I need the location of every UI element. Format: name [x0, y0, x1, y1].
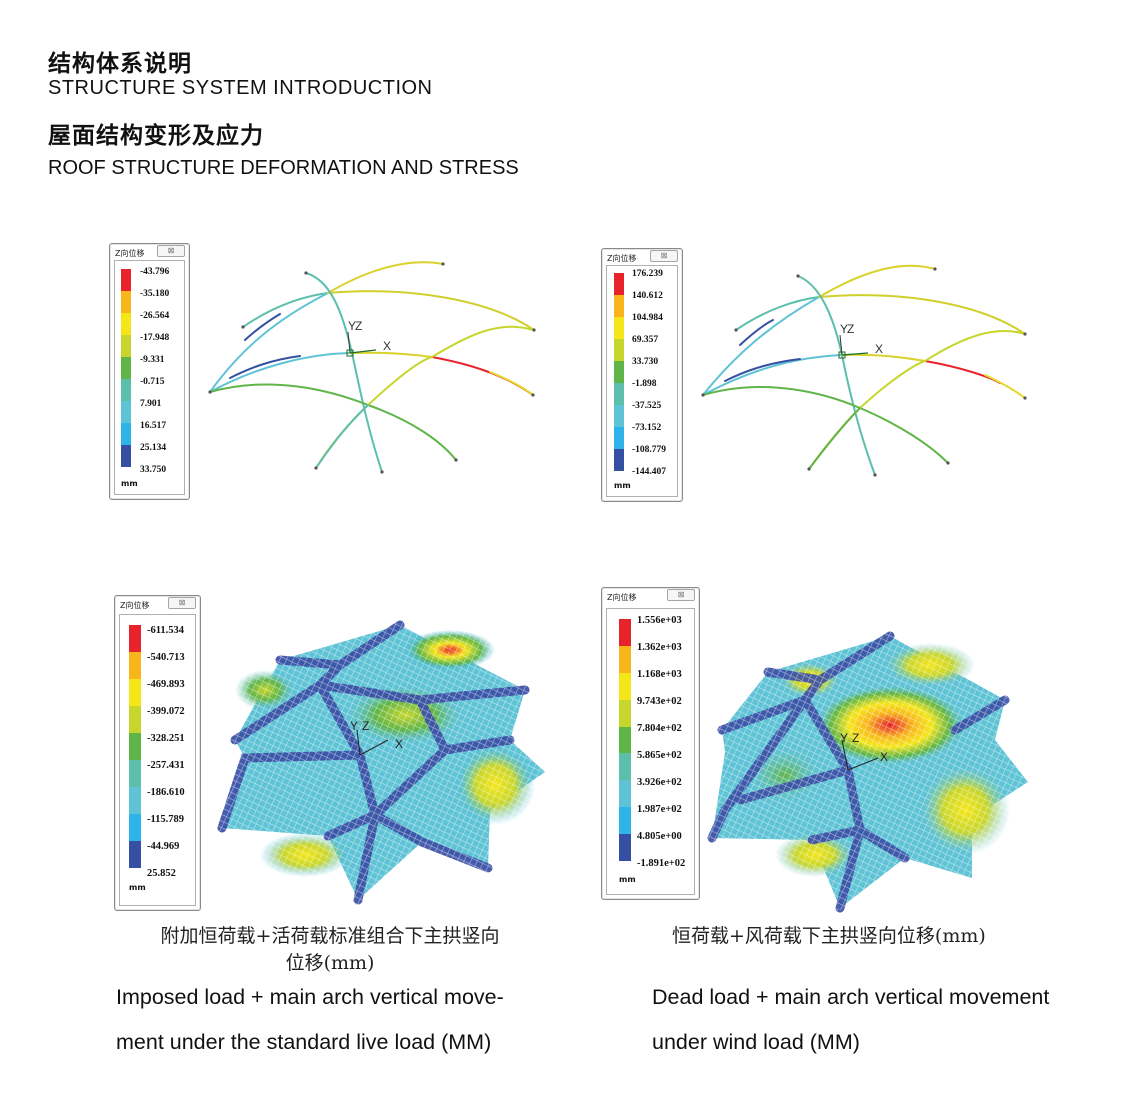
axis-triad-icon: Y Z X — [346, 319, 391, 357]
legend-value: 176.239 — [632, 269, 663, 279]
legend-body: 1.556e+03 1.362e+03 1.168e+03 9.743e+02 … — [606, 608, 695, 895]
color-legend-panel: Z向位移 ⊠ 176.239 140.612 104.984 69.357 33… — [601, 248, 683, 502]
color-scale-bar — [619, 619, 631, 862]
legend-title: Z向位移 — [115, 249, 145, 258]
legend-value: 4.805e+00 — [637, 831, 682, 842]
color-legend-panel: Z向位移 ⊠ 1.556e+03 1.362e+03 1.168e+03 9.7… — [601, 587, 700, 900]
legend-value: 7.901 — [140, 399, 162, 409]
axis-triad-icon: Y Z X — [838, 322, 883, 359]
legend-value: -1.891e+02 — [637, 858, 686, 869]
legend-value: 33.730 — [632, 357, 659, 367]
legend-body: 176.239 140.612 104.984 69.357 33.730 -1… — [606, 265, 678, 497]
legend-value: 1.987e+02 — [637, 804, 682, 815]
axis-label-x: X — [880, 750, 888, 764]
axis-label-x: X — [875, 342, 883, 356]
axis-label-y: Y — [840, 322, 848, 336]
legend-unit: mm — [129, 883, 146, 892]
axis-label-z: Z — [847, 322, 854, 336]
caption-left-en-line2: ment under the standard live load (MM) — [116, 1030, 492, 1054]
legend-value: -17.948 — [140, 333, 170, 343]
legend-value: -144.407 — [632, 467, 667, 477]
color-legend-panel: Z向位移 ⊠ -43.796 -35.180 -26.564 -17.948 -… — [109, 243, 190, 500]
legend-value: -108.779 — [632, 445, 667, 455]
legend-value: 25.134 — [140, 443, 167, 453]
axis-label-y: Y — [840, 731, 848, 745]
legend-value: 5.865e+02 — [637, 750, 682, 761]
arch-wireframe-plot: Y Z X — [701, 264, 1027, 477]
caption-right-en-line1: Dead load + main arch vertical movement — [652, 985, 1050, 1009]
close-icon[interactable]: ⊠ — [650, 250, 678, 262]
axis-label-x: X — [395, 737, 403, 751]
section-title-en: STRUCTURE SYSTEM INTRODUCTION — [48, 77, 433, 99]
legend-value: -73.152 — [632, 423, 662, 433]
color-scale-bar — [614, 273, 624, 471]
legend-value: -1.898 — [632, 379, 657, 389]
legend-value: 1.168e+03 — [637, 669, 682, 680]
legend-body: -611.534 -540.713 -469.893 -399.072 -328… — [119, 614, 196, 906]
caption-left-cn: 附加恒荷载+活荷载标准组合下主拱竖向 位移(mm) — [110, 923, 550, 977]
legend-value: -257.431 — [147, 760, 185, 771]
legend-value: -328.251 — [147, 733, 185, 744]
legend-value: 104.984 — [632, 313, 663, 323]
legend-value: 7.804e+02 — [637, 723, 682, 734]
legend-value: 140.612 — [632, 291, 663, 301]
legend-value: 1.556e+03 — [637, 615, 682, 626]
subsection-title-en: ROOF STRUCTURE DEFORMATION AND STRESS — [48, 157, 519, 179]
axis-label-x: X — [383, 339, 391, 353]
axis-label-y: Y — [348, 319, 356, 333]
legend-value: -399.072 — [147, 706, 185, 717]
legend-value: 69.357 — [632, 335, 659, 345]
legend-title: Z向位移 — [120, 601, 150, 610]
legend-value: -540.713 — [147, 652, 185, 663]
caption-left-en: Imposed load + main arch vertical move- … — [116, 975, 504, 1065]
color-scale-bar — [129, 625, 141, 868]
legend-value: -0.715 — [140, 377, 165, 387]
legend-value: 25.852 — [147, 868, 176, 879]
legend-value: -115.789 — [147, 814, 185, 825]
section-title-cn: 结构体系说明 — [48, 51, 192, 77]
legend-value: -35.180 — [140, 289, 170, 299]
legend-title: Z向位移 — [607, 254, 637, 263]
axis-triad-icon: Y Z X — [350, 719, 403, 756]
legend-value: -43.796 — [140, 267, 170, 277]
close-icon[interactable]: ⊠ — [667, 589, 695, 601]
legend-unit: mm — [614, 481, 631, 490]
legend-body: -43.796 -35.180 -26.564 -17.948 -9.331 -… — [114, 260, 185, 495]
legend-title: Z向位移 — [607, 593, 637, 602]
legend-value: 16.517 — [140, 421, 167, 431]
axis-label-z: Z — [355, 319, 362, 333]
legend-unit: mm — [121, 479, 138, 488]
legend-value: 33.750 — [140, 465, 167, 475]
legend-value: -26.564 — [140, 311, 170, 321]
legend-value: -37.525 — [632, 401, 662, 411]
color-legend-panel: Z向位移 ⊠ -611.534 -540.713 -469.893 -399.0… — [114, 595, 201, 911]
roof-mesh-plot: Y Z X — [210, 610, 560, 910]
legend-value: 9.743e+02 — [637, 696, 682, 707]
legend-value: -9.331 — [140, 355, 165, 365]
subsection-title-cn: 屋面结构变形及应力 — [48, 123, 264, 149]
legend-value: 3.926e+02 — [637, 777, 682, 788]
caption-right-en: Dead load + main arch vertical movement … — [652, 975, 1049, 1065]
legend-value: -611.534 — [147, 625, 185, 636]
axis-label-z: Z — [852, 731, 859, 745]
axis-label-z: Z — [362, 719, 369, 733]
close-icon[interactable]: ⊠ — [168, 597, 196, 609]
close-icon[interactable]: ⊠ — [157, 245, 185, 257]
caption-right-cn-line1: 恒荷载+风荷载下主拱竖向位移(mm) — [672, 925, 986, 947]
legend-unit: mm — [619, 875, 636, 884]
caption-left-en-line1: Imposed load + main arch vertical move- — [116, 985, 504, 1009]
roof-mesh-plot: Y Z X — [700, 600, 1040, 913]
caption-left-cn-line1: 附加恒荷载+活荷载标准组合下主拱竖向 — [160, 925, 500, 947]
color-scale-bar — [121, 269, 131, 467]
arch-wireframe-plot: Y Z X — [208, 261, 536, 474]
legend-value: 1.362e+03 — [637, 642, 682, 653]
legend-value: -44.969 — [147, 841, 180, 852]
axis-label-y: Y — [350, 719, 358, 733]
caption-right-cn: 恒荷载+风荷载下主拱竖向位移(mm) — [640, 923, 1060, 950]
caption-right-en-line2: under wind load (MM) — [652, 1030, 860, 1054]
legend-value: -469.893 — [147, 679, 185, 690]
axis-triad-icon: Y Z X — [840, 731, 888, 771]
legend-value: -186.610 — [147, 787, 185, 798]
caption-left-cn-line2: 位移(mm) — [285, 952, 375, 974]
